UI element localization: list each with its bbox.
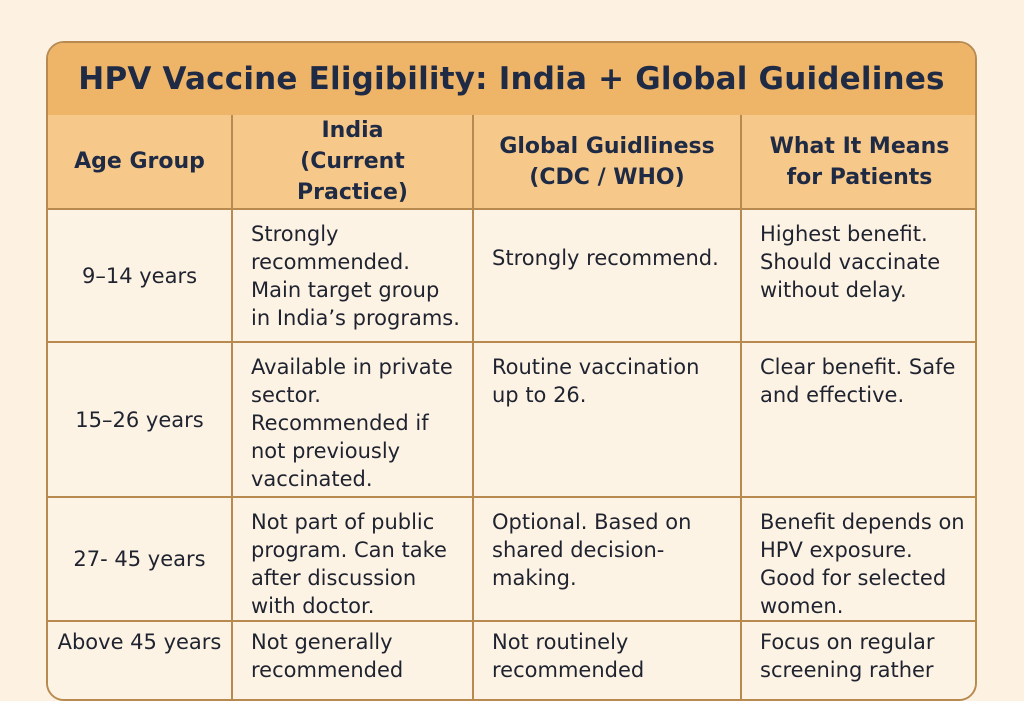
- india-cell: Available in private sector. Recommended…: [231, 341, 474, 498]
- column-header-patients: What It Means for Patients: [740, 115, 975, 210]
- global-cell: Strongly recommend.: [472, 208, 742, 343]
- table-row: 15–26 years Available in private sector.…: [48, 341, 975, 498]
- title-bar: HPV Vaccine Eligibility: India + Global …: [48, 43, 975, 117]
- patients-cell: Clear benefit. Safe and effective.: [740, 341, 975, 498]
- global-cell: Routine vaccination up to 26.: [472, 341, 742, 498]
- patients-cell: Focus on regular screening rather: [740, 620, 975, 699]
- eligibility-card: HPV Vaccine Eligibility: India + Global …: [46, 41, 977, 701]
- india-cell: Not generally recommended: [231, 620, 474, 699]
- global-cell: Not routinely recommended: [472, 620, 742, 699]
- patients-cell: Benefit depends on HPV exposure. Good fo…: [740, 496, 975, 622]
- age-group-cell: 9–14 years: [48, 208, 233, 343]
- global-cell: Optional. Based on shared decision-makin…: [472, 496, 742, 622]
- table-header-row: Age Group India (Current Practice) Globa…: [48, 115, 975, 210]
- column-header-india: India (Current Practice): [231, 115, 474, 210]
- age-group-cell: 27- 45 years: [48, 496, 233, 622]
- column-header-age-group: Age Group: [48, 115, 233, 210]
- age-group-cell: Above 45 years: [48, 620, 233, 699]
- column-header-global: Global Guidliness (CDC / WHO): [472, 115, 742, 210]
- india-cell: Not part of public program. Can take aft…: [231, 496, 474, 622]
- table-row: 27- 45 years Not part of public program.…: [48, 496, 975, 622]
- patients-cell: Highest benefit. Should vaccinate withou…: [740, 208, 975, 343]
- table-row: Above 45 years Not generally recommended…: [48, 620, 975, 699]
- eligibility-table: Age Group India (Current Practice) Globa…: [48, 115, 975, 699]
- age-group-cell: 15–26 years: [48, 341, 233, 498]
- india-cell: Strongly recommended. Main target group …: [231, 208, 474, 343]
- page-title: HPV Vaccine Eligibility: India + Global …: [78, 61, 945, 97]
- table-row: 9–14 years Strongly recommended. Main ta…: [48, 208, 975, 343]
